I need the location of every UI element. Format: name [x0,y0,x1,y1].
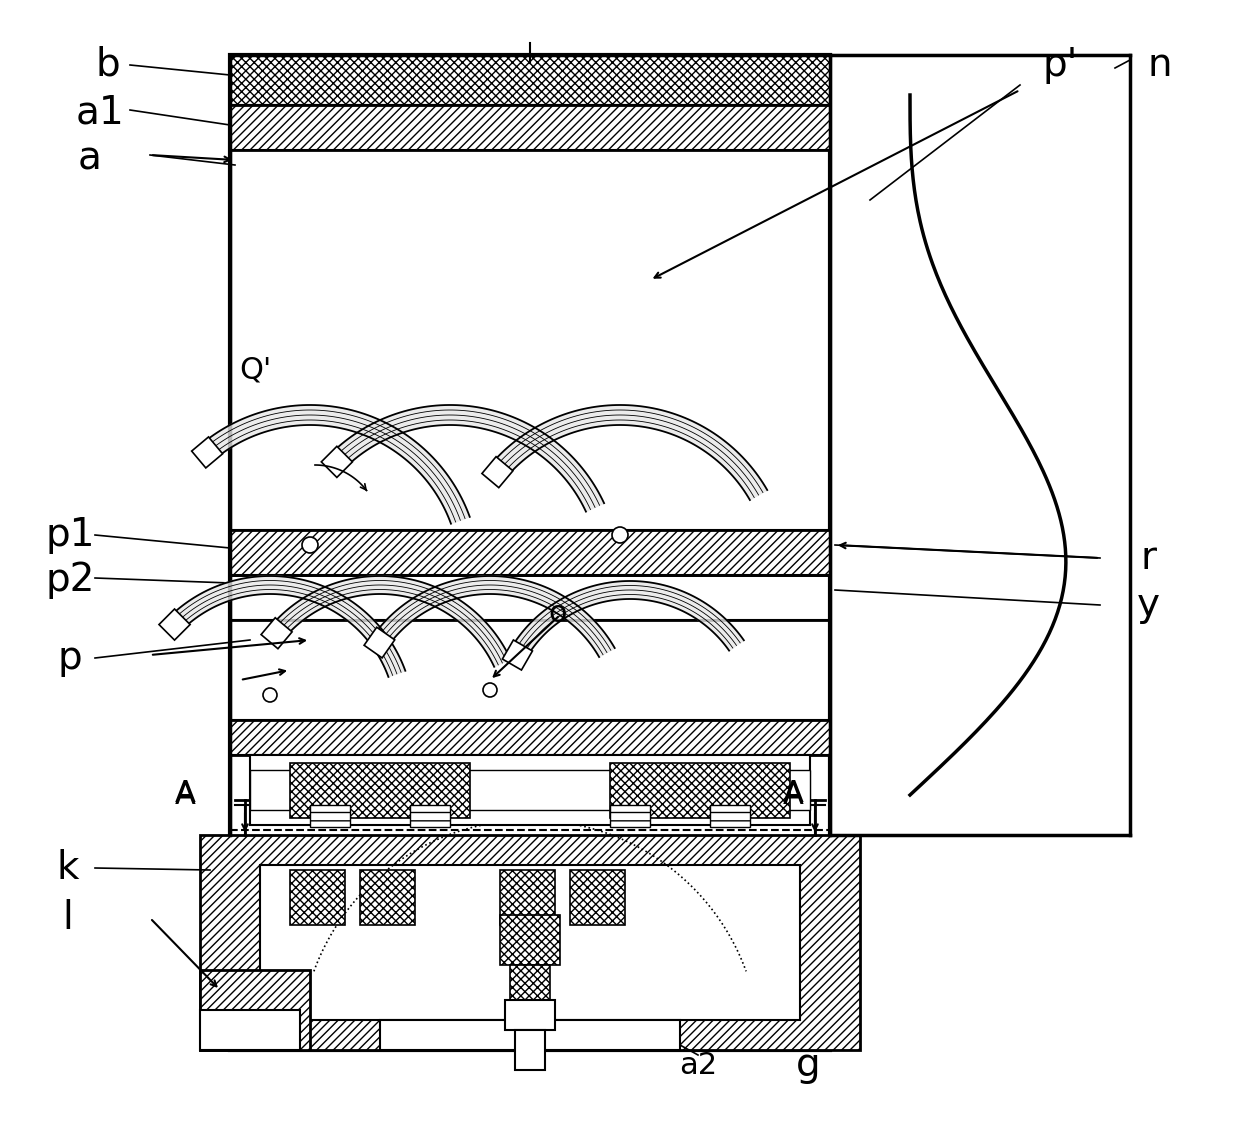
Text: n: n [1148,46,1172,85]
Bar [250,755,810,825]
Polygon shape [482,456,513,488]
Polygon shape [490,405,768,500]
Polygon shape [321,446,352,478]
Bar [229,530,830,575]
Bar [500,870,556,925]
Bar [229,105,830,150]
Bar [610,763,790,818]
Text: p': p' [1043,46,1078,85]
Bar [711,805,750,827]
Bar [229,720,830,755]
Bar [515,1030,546,1070]
Polygon shape [365,628,394,658]
Text: p: p [58,639,82,677]
Polygon shape [169,576,405,677]
Polygon shape [372,576,615,657]
Text: a1: a1 [76,94,124,131]
Circle shape [484,683,497,696]
Bar [229,55,830,1050]
Circle shape [263,687,277,702]
Polygon shape [510,582,744,659]
Text: k: k [57,849,79,887]
Circle shape [613,527,627,543]
Text: g: g [796,1046,821,1084]
Bar [290,870,345,925]
Bar [229,55,830,105]
Polygon shape [192,437,223,468]
Text: A: A [782,781,804,810]
Bar [570,870,625,925]
Bar [200,835,861,1050]
Bar [260,866,800,1020]
Text: r: r [1140,539,1156,577]
Text: A: A [782,779,804,808]
Bar [610,805,650,827]
Polygon shape [262,618,293,649]
Polygon shape [159,609,190,640]
Bar [250,770,810,810]
Text: a: a [78,139,102,177]
Text: A: A [175,779,196,808]
Text: o: o [549,598,567,628]
Text: A: A [175,781,196,810]
Bar [290,763,470,818]
Bar [200,1010,300,1050]
Bar [410,805,450,827]
Polygon shape [269,576,511,667]
Text: p1: p1 [45,516,94,554]
Bar [510,965,551,1000]
Bar [505,1000,556,1030]
Text: b: b [95,46,120,85]
Polygon shape [201,405,470,524]
Bar [360,870,415,925]
Polygon shape [330,405,604,512]
Text: l: l [63,899,73,937]
Polygon shape [502,640,532,671]
Text: y: y [1137,586,1159,624]
Bar [379,1020,680,1050]
Text: p2: p2 [46,561,94,598]
Circle shape [303,536,317,553]
Text: Q': Q' [239,355,272,384]
Bar [500,915,560,965]
Bar [310,805,350,827]
Bar [200,970,310,1050]
Text: a2: a2 [680,1050,717,1080]
